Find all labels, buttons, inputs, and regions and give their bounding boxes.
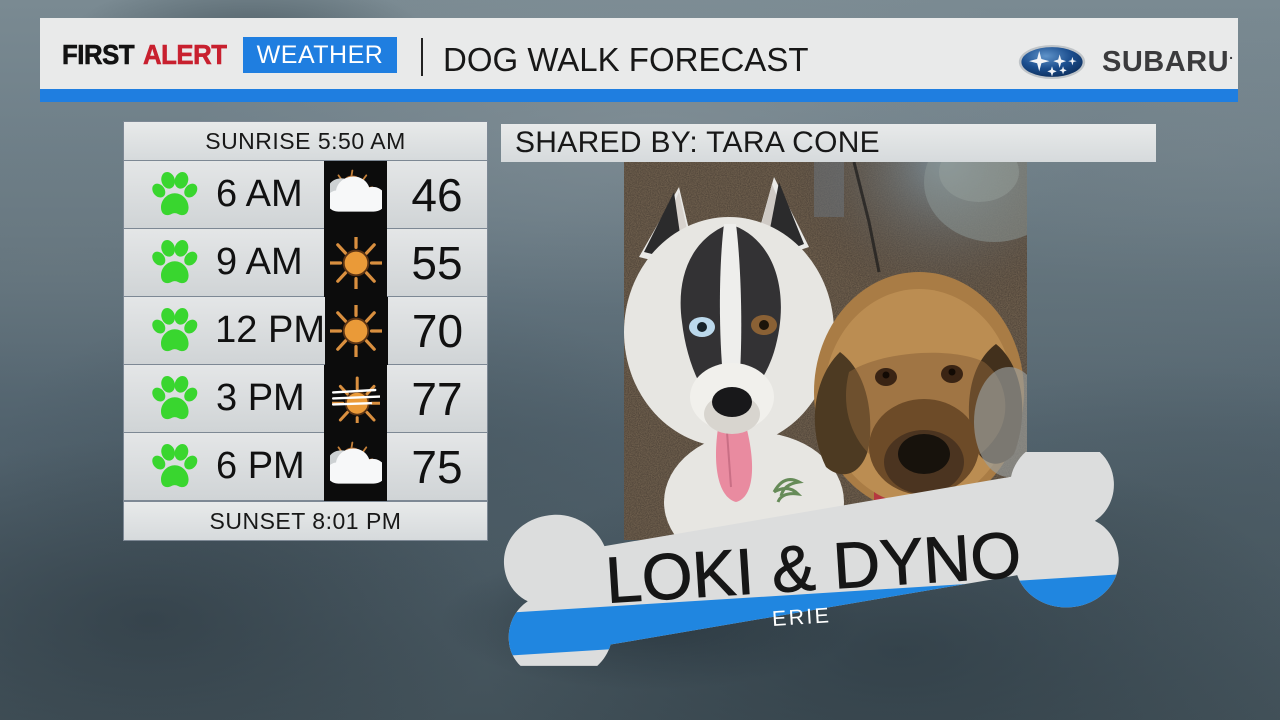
svg-text:ERIE: ERIE xyxy=(771,603,832,631)
svg-text:LOKI & DYNO: LOKI & DYNO xyxy=(603,518,1023,617)
